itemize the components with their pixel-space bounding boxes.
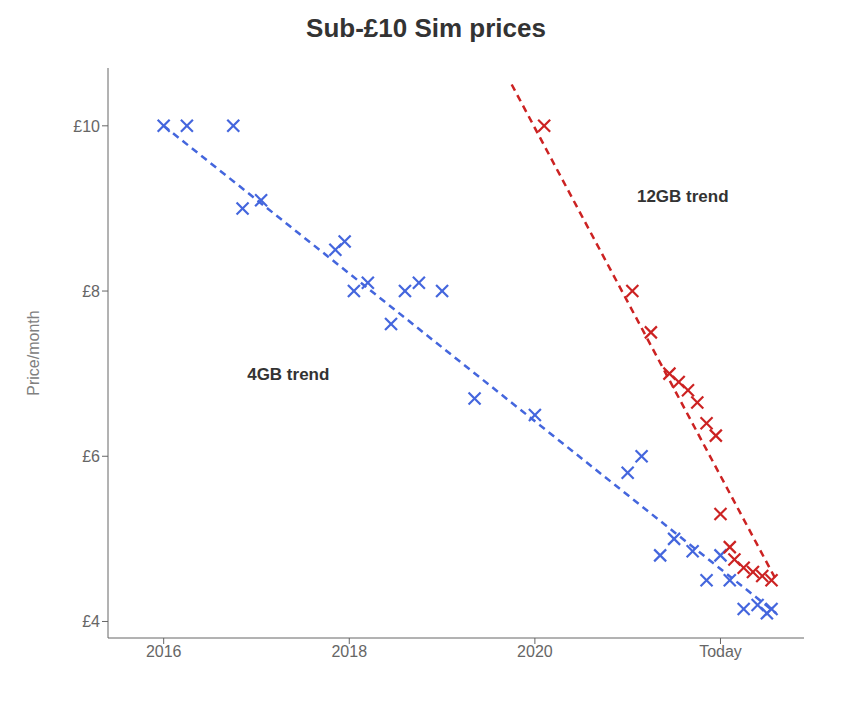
svg-text:4GB trend: 4GB trend	[247, 365, 329, 384]
svg-text:£10: £10	[73, 118, 100, 135]
svg-text:£4: £4	[82, 613, 100, 630]
svg-text:£6: £6	[82, 448, 100, 465]
svg-text:Today: Today	[699, 643, 742, 660]
html-text:Sub-£10 Sim prices: Sub-£10 Sim prices	[306, 13, 546, 43]
svg-text:£8: £8	[82, 283, 100, 300]
svg-text:2018: 2018	[331, 643, 367, 660]
svg-text:12GB trend: 12GB trend	[637, 187, 729, 206]
svg-text:2020: 2020	[517, 643, 553, 660]
svg-text:Price/month: Price/month	[25, 310, 42, 395]
svg-text:2016: 2016	[146, 643, 182, 660]
